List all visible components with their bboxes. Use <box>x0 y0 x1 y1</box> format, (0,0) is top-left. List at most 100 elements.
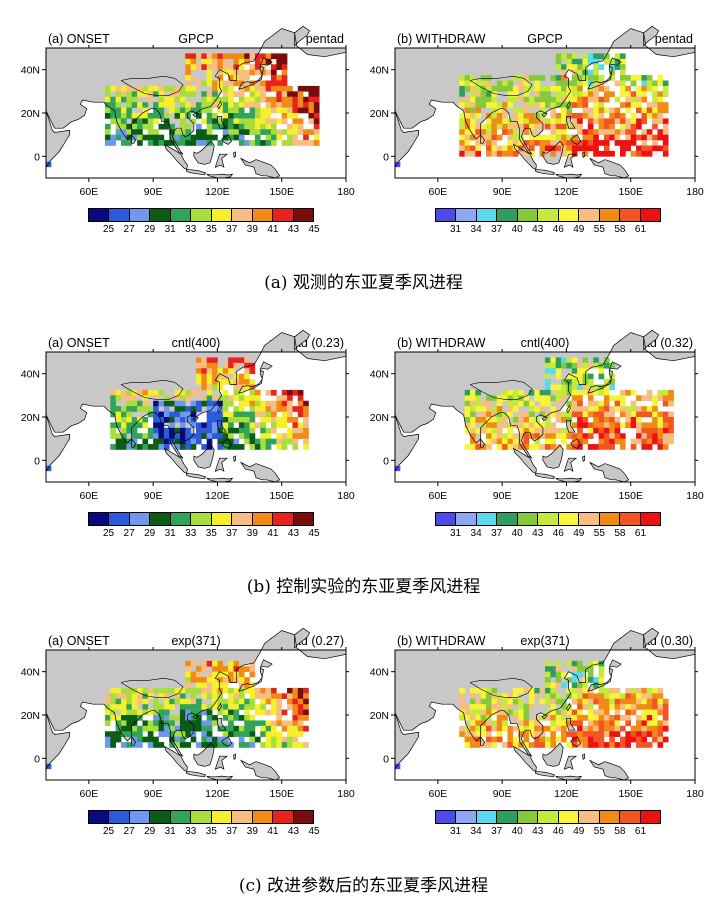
heatmap-cell <box>652 698 658 705</box>
colorbar-swatch <box>89 811 110 823</box>
land-sumatra <box>164 448 188 474</box>
heatmap-cell <box>292 417 299 423</box>
x-tick-label: 150E <box>618 490 643 502</box>
heatmap-cell <box>528 123 535 130</box>
heatmap-cell <box>121 693 127 700</box>
coast-halmahera <box>233 753 236 761</box>
heatmap-cell <box>179 709 186 716</box>
heatmap-cell <box>281 113 288 119</box>
heatmap-cell <box>244 123 250 130</box>
heatmap-cell <box>238 736 245 743</box>
heatmap-cell <box>475 720 482 727</box>
heatmap-cell <box>486 400 492 407</box>
figure-caption: (b) 控制实验的东亚夏季风进程 <box>246 577 481 597</box>
heatmap-cell <box>260 698 266 705</box>
heatmap-cell <box>603 118 610 125</box>
coast-mindanao <box>570 134 582 145</box>
heatmap-cell <box>212 677 218 683</box>
heatmap-cell <box>292 687 299 694</box>
heatmap-cell <box>292 427 299 434</box>
heatmap-cell <box>201 433 208 439</box>
heatmap-cell <box>115 411 122 418</box>
heatmap-cell <box>577 704 583 710</box>
heatmap-cell <box>137 118 143 125</box>
heatmap-cell <box>577 64 583 70</box>
heatmap-cell <box>212 417 218 423</box>
heatmap-cell <box>169 102 175 108</box>
heatmap-cell <box>518 438 524 445</box>
heatmap-cell <box>297 687 304 694</box>
heatmap-cell <box>163 444 170 450</box>
heatmap-cell <box>598 671 605 678</box>
heatmap-cell <box>147 129 154 135</box>
heatmap-cell <box>163 725 170 732</box>
heatmap-cell <box>260 731 266 737</box>
heatmap-cell <box>582 677 589 683</box>
heatmap-cell <box>206 731 213 737</box>
heatmap-cell <box>281 140 288 146</box>
heatmap-cell <box>459 704 465 710</box>
heatmap-cell <box>550 698 557 705</box>
heatmap-cell <box>222 422 229 429</box>
heatmap-cell <box>571 58 578 65</box>
heatmap-cell <box>486 687 492 694</box>
heatmap-cell <box>174 96 181 103</box>
heatmap-cell <box>104 85 111 92</box>
heatmap-cell <box>603 150 610 157</box>
heatmap-cell <box>115 118 122 125</box>
heatmap-cell <box>486 698 492 705</box>
heatmap-cell <box>587 129 594 135</box>
heatmap-cell <box>297 395 304 402</box>
heatmap-cell <box>571 123 578 130</box>
heatmap-cell <box>228 427 234 434</box>
heatmap-cell <box>201 682 208 689</box>
heatmap-cell <box>518 411 524 418</box>
heatmap-cell <box>502 395 508 402</box>
heatmap-cell <box>636 102 642 108</box>
heatmap-cell <box>614 725 621 732</box>
heatmap-cell <box>271 438 277 445</box>
heatmap-cell <box>470 118 476 125</box>
heatmap-cell <box>196 102 202 108</box>
heatmap-cell <box>550 444 557 450</box>
heatmap-cell <box>313 107 320 114</box>
heatmap-cell <box>217 682 224 689</box>
heatmap-cell <box>630 444 637 450</box>
heatmap-cell <box>561 91 567 98</box>
heatmap-cell <box>491 687 498 694</box>
heatmap-cell <box>507 395 514 402</box>
heatmap-cell <box>630 704 637 710</box>
heatmap-cell <box>244 742 250 748</box>
heatmap-cell <box>512 113 519 119</box>
heatmap-cell <box>104 693 111 700</box>
heatmap-cell <box>297 704 304 710</box>
heatmap-cell <box>185 406 191 412</box>
heatmap-cell <box>566 693 573 700</box>
x-tick-label: 120E <box>554 490 579 502</box>
heatmap-cell <box>464 395 471 402</box>
heatmap-cell <box>121 433 127 439</box>
heatmap-cell <box>464 75 471 81</box>
heatmap-cell <box>121 709 127 716</box>
heatmap-cell <box>276 102 283 108</box>
heatmap-cell <box>512 422 519 429</box>
heatmap-cell <box>486 80 492 87</box>
heatmap-cell <box>110 118 116 125</box>
heatmap-cell <box>276 438 283 445</box>
heatmap-cell <box>196 389 202 396</box>
heatmap-cell <box>271 427 277 434</box>
heatmap-cell <box>587 123 594 130</box>
heatmap-cell <box>217 693 224 700</box>
heatmap-cells <box>395 357 674 472</box>
heatmap-cell <box>303 102 309 108</box>
heatmap-cell <box>470 687 476 694</box>
heatmap-cell <box>496 145 503 152</box>
heatmap-cell <box>582 75 589 81</box>
heatmap-cell <box>265 118 272 125</box>
heatmap-cell <box>512 91 519 98</box>
heatmap-cell <box>249 384 256 391</box>
heatmap-cell <box>598 427 605 434</box>
colorbar-label: 43 <box>532 224 544 235</box>
heatmap-cell <box>625 698 632 705</box>
heatmap-cell <box>614 427 621 434</box>
